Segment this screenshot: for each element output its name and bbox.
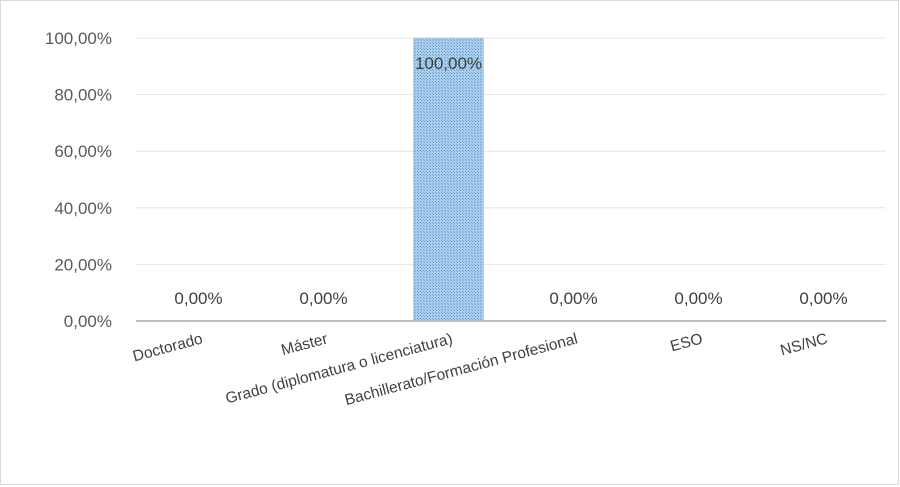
y-tick-label: 0,00% <box>64 312 112 331</box>
gridlines <box>136 37 886 265</box>
data-label: 100,00% <box>415 54 482 73</box>
x-category-label: Bachillerato/Formación Profesional <box>343 330 580 409</box>
y-tick-label: 20,00% <box>54 255 112 274</box>
x-category-label: Doctorado <box>131 330 204 365</box>
data-label: 0,00% <box>799 289 847 308</box>
bar <box>413 37 484 322</box>
data-label: 0,00% <box>549 289 597 308</box>
x-category-label: Máster <box>279 330 329 359</box>
data-label: 0,00% <box>299 289 347 308</box>
bars <box>413 37 484 322</box>
x-category-label: Grado (diplomatura o licenciatura) <box>224 330 455 407</box>
y-tick-label: 80,00% <box>54 86 112 105</box>
data-label: 0,00% <box>174 289 222 308</box>
data-label: 0,00% <box>674 289 722 308</box>
y-tick-label: 100,00% <box>45 29 112 48</box>
y-tick-label: 60,00% <box>54 142 112 161</box>
x-category-label: NS/NC <box>779 330 830 359</box>
y-tick-label: 40,00% <box>54 199 112 218</box>
x-category-label: ESO <box>669 330 705 355</box>
